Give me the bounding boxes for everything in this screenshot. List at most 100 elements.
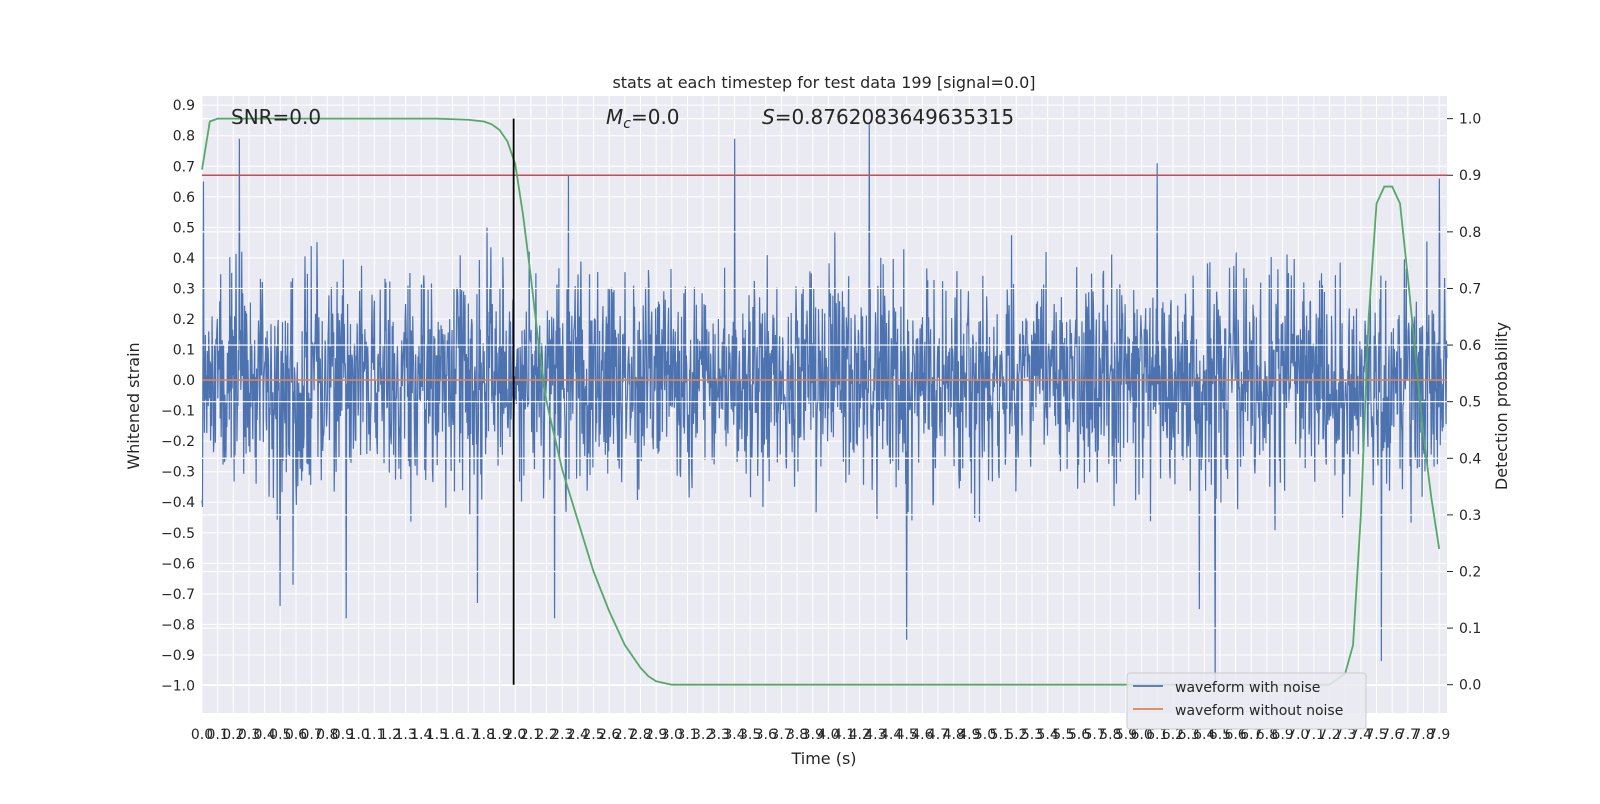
x-tick-label: 2.9 [645,727,667,743]
x-tick-label: 0.4 [254,727,276,743]
y-tick-label: −0.4 [161,495,195,511]
x-tick-label: 6.5 [1209,727,1231,743]
y2-tick-label: 0.6 [1459,338,1481,354]
x-tick-label: 0.2 [222,727,244,743]
score-symbol: S [762,105,775,129]
x-tick-label: 5.4 [1037,727,1059,743]
y2-tick-label: 0.8 [1459,225,1481,241]
y-tick-label: −0.6 [161,556,195,572]
x-tick-label: 4.8 [943,727,965,743]
x-tick-label: 1.9 [488,727,510,743]
x-tick-label: 4.6 [911,727,933,743]
x-tick-label: 0.7 [300,727,322,743]
x-tick-label: 3.6 [755,727,777,743]
x-tick-label: 0.5 [269,727,291,743]
x-tick-label: 2.7 [614,727,636,743]
x-tick-label: 0.3 [238,727,260,743]
x-tick-label: 6.7 [1240,727,1262,743]
x-tick-label: 3.0 [661,727,683,743]
legend: waveform with noise waveform without noi… [1126,672,1367,730]
x-tick-label: 3.9 [802,727,824,743]
x-tick-label: 7.7 [1397,727,1419,743]
x-tick-label: 5.8 [1099,727,1121,743]
x-tick-label: 3.5 [739,727,761,743]
y-tick-label: 0.9 [173,98,195,114]
series-line-detection-probability [201,117,1441,686]
y-tick-label: 0.3 [173,281,195,297]
x-tick-label: 1.0 [347,727,369,743]
y-tick-label: 0.7 [173,159,195,175]
y-tick-label: −0.9 [161,648,195,664]
x-tick-label: 1.3 [394,727,416,743]
x-tick-label: 6.9 [1271,727,1293,743]
x-tick-label: 5.5 [1052,727,1074,743]
y2-tick-label: 0.9 [1459,168,1481,184]
x-tick-label: 7.6 [1381,727,1403,743]
y-axis-label: Whitened strain [124,342,143,469]
x-tick-label: 0.6 [285,727,307,743]
x-tick-label: 5.7 [1084,727,1106,743]
x-tick-label: 1.7 [457,727,479,743]
x-tick-label: 4.3 [864,727,886,743]
x-tick-label: 2.8 [629,727,651,743]
y-tick-label: 0.8 [173,129,195,145]
x-tick-label: 0.9 [332,727,354,743]
x-tick-label: 1.6 [441,727,463,743]
y2-tick-label: 0.0 [1459,678,1481,694]
x-tick-label: 6.3 [1177,727,1199,743]
chart-title: stats at each timestep for test data 199… [612,73,1035,92]
x-tick-label: 6.8 [1256,727,1278,743]
x-tick-label: 6.0 [1130,727,1152,743]
x-tick-label: 5.3 [1021,727,1043,743]
chirp-mass-symbol: M [606,105,623,129]
series-line-waveform-with-noise [201,123,1448,686]
y2-tick-label: 0.4 [1459,451,1481,467]
y-tick-label: 0.0 [173,373,195,389]
x-tick-label: 7.4 [1350,727,1372,743]
x-tick-label: 7.8 [1412,727,1434,743]
x-tick-label: 7.1 [1303,727,1325,743]
x-tick-label: 2.4 [567,727,589,743]
x-tick-label: 7.2 [1318,727,1340,743]
y-tick-label: −0.5 [161,526,195,542]
score-value: =0.8762083649635315 [775,105,1014,129]
y-tick-label: −1.0 [161,679,195,695]
marks [201,123,1448,686]
y-tick-label: 0.1 [173,343,195,359]
x-tick-label: 3.7 [770,727,792,743]
x-tick-label: 7.5 [1365,727,1387,743]
y-tick-label: −0.7 [161,587,195,603]
overlays [201,117,1447,686]
x-tick-label: 2.3 [551,727,573,743]
score-annotation: S=0.8762083649635315 [762,105,1014,129]
y-tick-label: −0.3 [161,465,195,481]
x-tick-label: 2.2 [535,727,557,743]
x-tick-label: 2.5 [582,727,604,743]
y2-tick-label: 0.3 [1459,508,1481,524]
x-tick-label: 3.4 [723,727,745,743]
snr-annotation: SNR=0.0 [231,105,321,129]
x-tick-label: 7.0 [1287,727,1309,743]
x-tick-label: 7.9 [1428,727,1450,743]
x-tick-label: 0.8 [316,727,338,743]
y-tick-label: 0.2 [173,312,195,328]
x-tick-label: 3.1 [676,727,698,743]
y-tick-label: −0.2 [161,434,195,450]
x-tick-label: 4.5 [896,727,918,743]
y2-tick-label: 0.5 [1459,395,1481,411]
x-tick-label: 6.2 [1162,727,1184,743]
x-tick-label: 5.2 [1005,727,1027,743]
x-tick-label: 5.1 [990,727,1012,743]
x-tick-label: 4.1 [833,727,855,743]
chirp-mass-annotation: Mc=0.0 [606,105,680,132]
x-tick-label: 3.3 [708,727,730,743]
y-tick-label: −0.8 [161,617,195,633]
chirp-mass-value: =0.0 [631,105,680,129]
x-tick-label: 4.9 [958,727,980,743]
x-tick-label: 7.3 [1334,727,1356,743]
y2-tick-label: 0.2 [1459,564,1481,580]
x-tick-label: 3.2 [692,727,714,743]
x-axis-label: Time (s) [790,749,856,768]
y-tick-label: 0.6 [173,190,195,206]
x-tick-label: 4.0 [817,727,839,743]
